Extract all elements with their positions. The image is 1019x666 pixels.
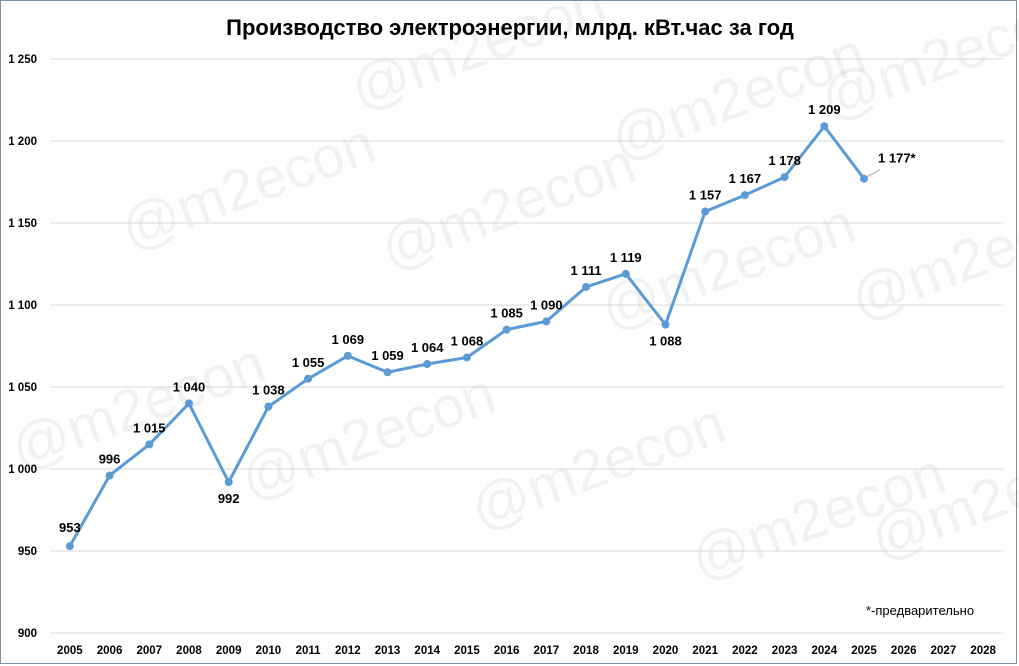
gridlines: [50, 58, 1003, 634]
data-label: 996: [99, 452, 121, 467]
data-point: [224, 478, 233, 487]
y-tick-label: 1 150: [8, 218, 37, 230]
x-tick-label: 2022: [732, 645, 758, 657]
data-point: [582, 282, 591, 291]
data-point: [820, 122, 829, 131]
data-label: 1 167: [729, 171, 762, 186]
data-label: 1 068: [451, 333, 484, 348]
data-point: [542, 317, 551, 326]
data-point: [621, 269, 630, 278]
data-point: [145, 440, 154, 449]
data-label: 1 088: [649, 334, 682, 349]
x-tick-label: 2013: [375, 645, 401, 657]
x-tick-label: 2009: [216, 645, 242, 657]
x-tick-label: 2010: [256, 645, 282, 657]
footnote: *-предварительно: [866, 603, 974, 618]
chart-title: Производство электроэнергии, млрд. кВт.ч…: [226, 15, 794, 40]
data-point: [780, 173, 789, 182]
x-tick-label: 2007: [136, 645, 162, 657]
x-tick-label: 2026: [891, 645, 917, 657]
x-tick-label: 2028: [970, 645, 996, 657]
y-tick-label: 1 100: [8, 300, 37, 312]
watermark-text-6: @m2econ: [842, 180, 1019, 332]
data-label: 1 040: [173, 379, 206, 394]
y-tick-label: 900: [18, 628, 37, 640]
data-point: [105, 471, 114, 480]
x-tick-label: 2016: [494, 645, 520, 657]
x-tick-label: 2015: [454, 645, 480, 657]
y-tick-label: 1 000: [8, 464, 37, 476]
x-axis: 2005 2006 2007 2008 2009 2010 2011 2012 2013 2014…: [57, 645, 996, 657]
data-label: 1 038: [252, 383, 285, 398]
x-tick-label: 2008: [176, 645, 202, 657]
data-point: [264, 402, 273, 411]
x-tick-label: 2021: [692, 645, 718, 657]
x-tick-label: 2024: [812, 645, 838, 657]
data-point: [661, 320, 670, 329]
data-label: 1 119: [610, 250, 642, 265]
data-label: 1 059: [371, 348, 404, 363]
data-label: 1 085: [490, 306, 523, 321]
data-point: [343, 351, 352, 360]
data-point: [304, 374, 313, 383]
watermark-text-0: @m2econ: [112, 110, 383, 262]
data-point: [701, 207, 710, 216]
x-tick-label: 2023: [772, 645, 798, 657]
data-label: 1 111: [571, 263, 602, 278]
x-tick-label: 2018: [573, 645, 599, 657]
x-tick-label: 2017: [534, 645, 560, 657]
data-label: 1 177*: [878, 151, 917, 166]
data-point: [740, 191, 749, 200]
data-label: 1 064: [411, 340, 444, 355]
watermark-text-2: @m2econ: [372, 130, 643, 282]
y-tick-label: 1 050: [8, 382, 37, 394]
x-tick-label: 2027: [931, 645, 957, 657]
data-label: 953: [59, 520, 81, 535]
x-tick-label: 2019: [613, 645, 639, 657]
watermark-text-5: @m2econ: [812, 0, 1019, 132]
x-tick-label: 2005: [57, 645, 83, 657]
data-point: [502, 325, 511, 334]
data-point: [423, 360, 432, 369]
x-tick-label: 2006: [97, 645, 123, 657]
data-label: 1 209: [808, 102, 841, 117]
data-point: [860, 174, 869, 183]
data-label: 1 178: [768, 153, 801, 168]
x-tick-label: 2014: [414, 645, 440, 657]
data-label: 992: [218, 491, 240, 506]
x-tick-label: 2011: [296, 645, 322, 657]
data-point: [383, 368, 392, 377]
series-layer: [65, 122, 869, 551]
data-label: 1 069: [332, 332, 365, 347]
watermark-text-7: @m2econ: [2, 330, 273, 482]
x-tick-label: 2012: [335, 645, 361, 657]
y-tick-label: 1 200: [8, 136, 37, 148]
data-point: [184, 399, 193, 408]
watermark-layer: @m2econ@m2econ@m2econ@m2econ@m2econ@m2ec…: [2, 0, 1019, 592]
watermark-text-4: @m2econ: [592, 190, 863, 342]
data-point: [462, 353, 471, 362]
leader-line: [866, 169, 881, 178]
data-label: 1 090: [530, 297, 563, 312]
data-label: 1 157: [689, 188, 722, 203]
y-tick-label: 1 250: [8, 54, 37, 66]
y-axis: 900 950 1 000 1 050 1 100 1 150 1 200 1 250: [8, 54, 37, 640]
data-point: [65, 542, 74, 551]
data-label: 1 055: [292, 355, 325, 370]
x-tick-label: 2025: [851, 645, 877, 657]
x-tick-label: 2020: [653, 645, 679, 657]
watermark-text-9: @m2econ: [462, 390, 733, 542]
data-label: 1 015: [133, 420, 166, 435]
data-labels: 953 996 1 015 1 040 992 1 038 1 055 1 069 1 059 1…: [59, 102, 917, 535]
y-tick-label: 950: [18, 546, 37, 558]
